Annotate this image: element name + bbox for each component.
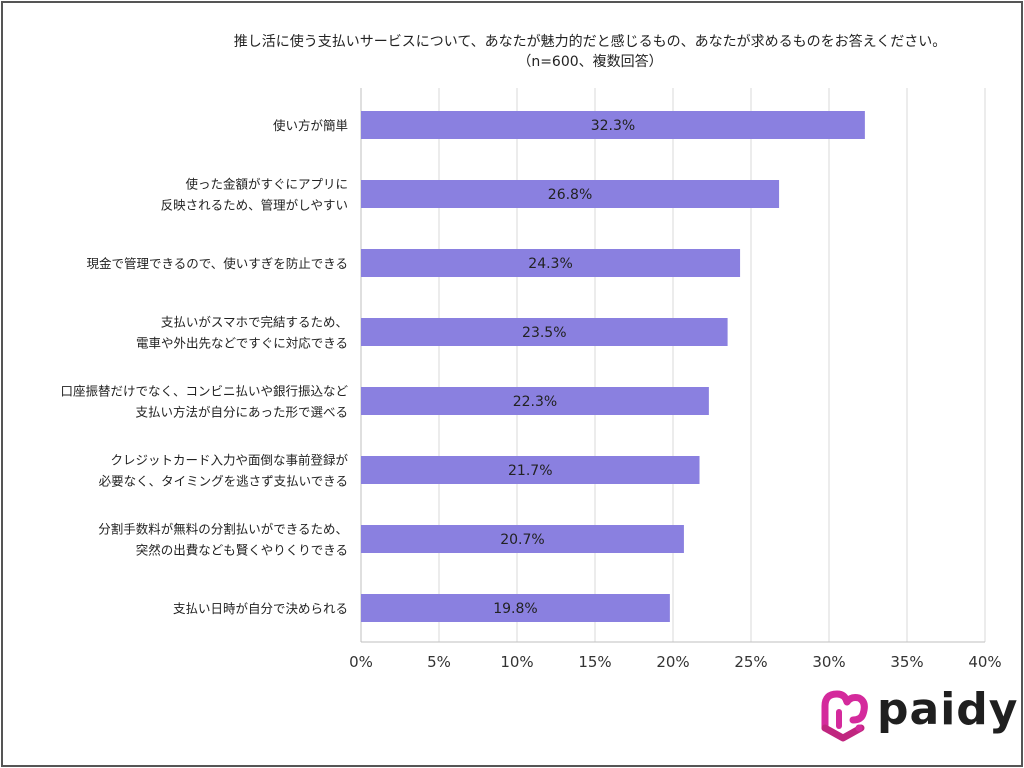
paidy-logo-text: paidy (877, 684, 1019, 735)
x-tick-label: 25% (734, 653, 767, 671)
data-label: 19.8% (493, 601, 537, 617)
category-label: 支払い日時が自分で決められる (173, 601, 348, 616)
bar (361, 456, 700, 484)
data-label: 32.3% (591, 118, 635, 134)
x-tick-label: 40% (968, 653, 1001, 671)
chart-title: 推し活に使う支払いサービスについて、あなたが魅力的だと感じるもの、あなたが求める… (180, 32, 1000, 72)
category-label: 必要なく、タイミングを逃さず支払いできる (99, 474, 348, 489)
bar (361, 180, 780, 208)
x-tick-label: 15% (578, 653, 611, 671)
category-label: クレジットカード入力や面倒な事前登録が (110, 453, 348, 468)
data-label: 26.8% (548, 187, 592, 203)
x-tick-label: 30% (812, 653, 845, 671)
data-label: 23.5% (522, 325, 566, 341)
x-tick-label: 20% (656, 653, 689, 671)
category-label: 支払いがスマホで完結するため、 (161, 315, 348, 330)
bar (361, 594, 670, 622)
data-label: 22.3% (513, 394, 557, 410)
category-label: 使い方が簡単 (273, 118, 348, 133)
category-label: 反映されるため、管理がしやすい (161, 198, 348, 213)
bar (361, 387, 709, 415)
chart-subtitle: （n=600、複数回答） (517, 54, 663, 70)
category-label: 支払い方法が自分にあった形で選べる (135, 405, 348, 420)
category-label: 現金で管理できるので、使いすぎを防止できる (86, 256, 348, 271)
bar (361, 525, 684, 553)
paidy-logo: paidy (815, 684, 1017, 748)
x-tick-label: 0% (349, 653, 373, 671)
data-label: 21.7% (508, 463, 552, 479)
chart-title-text: 推し活に使う支払いサービスについて、あなたが魅力的だと感じるもの、あなたが求める… (233, 34, 947, 50)
data-label: 20.7% (500, 532, 544, 548)
x-tick-label: 5% (427, 653, 451, 671)
bar (361, 249, 741, 277)
x-tick-label: 10% (500, 653, 533, 671)
x-tick-label: 35% (890, 653, 923, 671)
category-label: 電車や外出先などですぐに対応できる (136, 336, 348, 351)
bar (361, 318, 728, 346)
data-label: 24.3% (528, 256, 572, 272)
category-label: 突然の出費なども賢くやりくりできる (136, 543, 348, 558)
category-label: 使った金額がすぐにアプリに (185, 177, 348, 192)
category-label: 口座振替だけでなく、コンビニ払いや銀行振込など (60, 384, 348, 399)
category-label: 分割手数料が無料の分割払いができるため、 (98, 522, 348, 537)
paidy-logo-mark-icon (821, 690, 868, 742)
bar (361, 111, 865, 139)
